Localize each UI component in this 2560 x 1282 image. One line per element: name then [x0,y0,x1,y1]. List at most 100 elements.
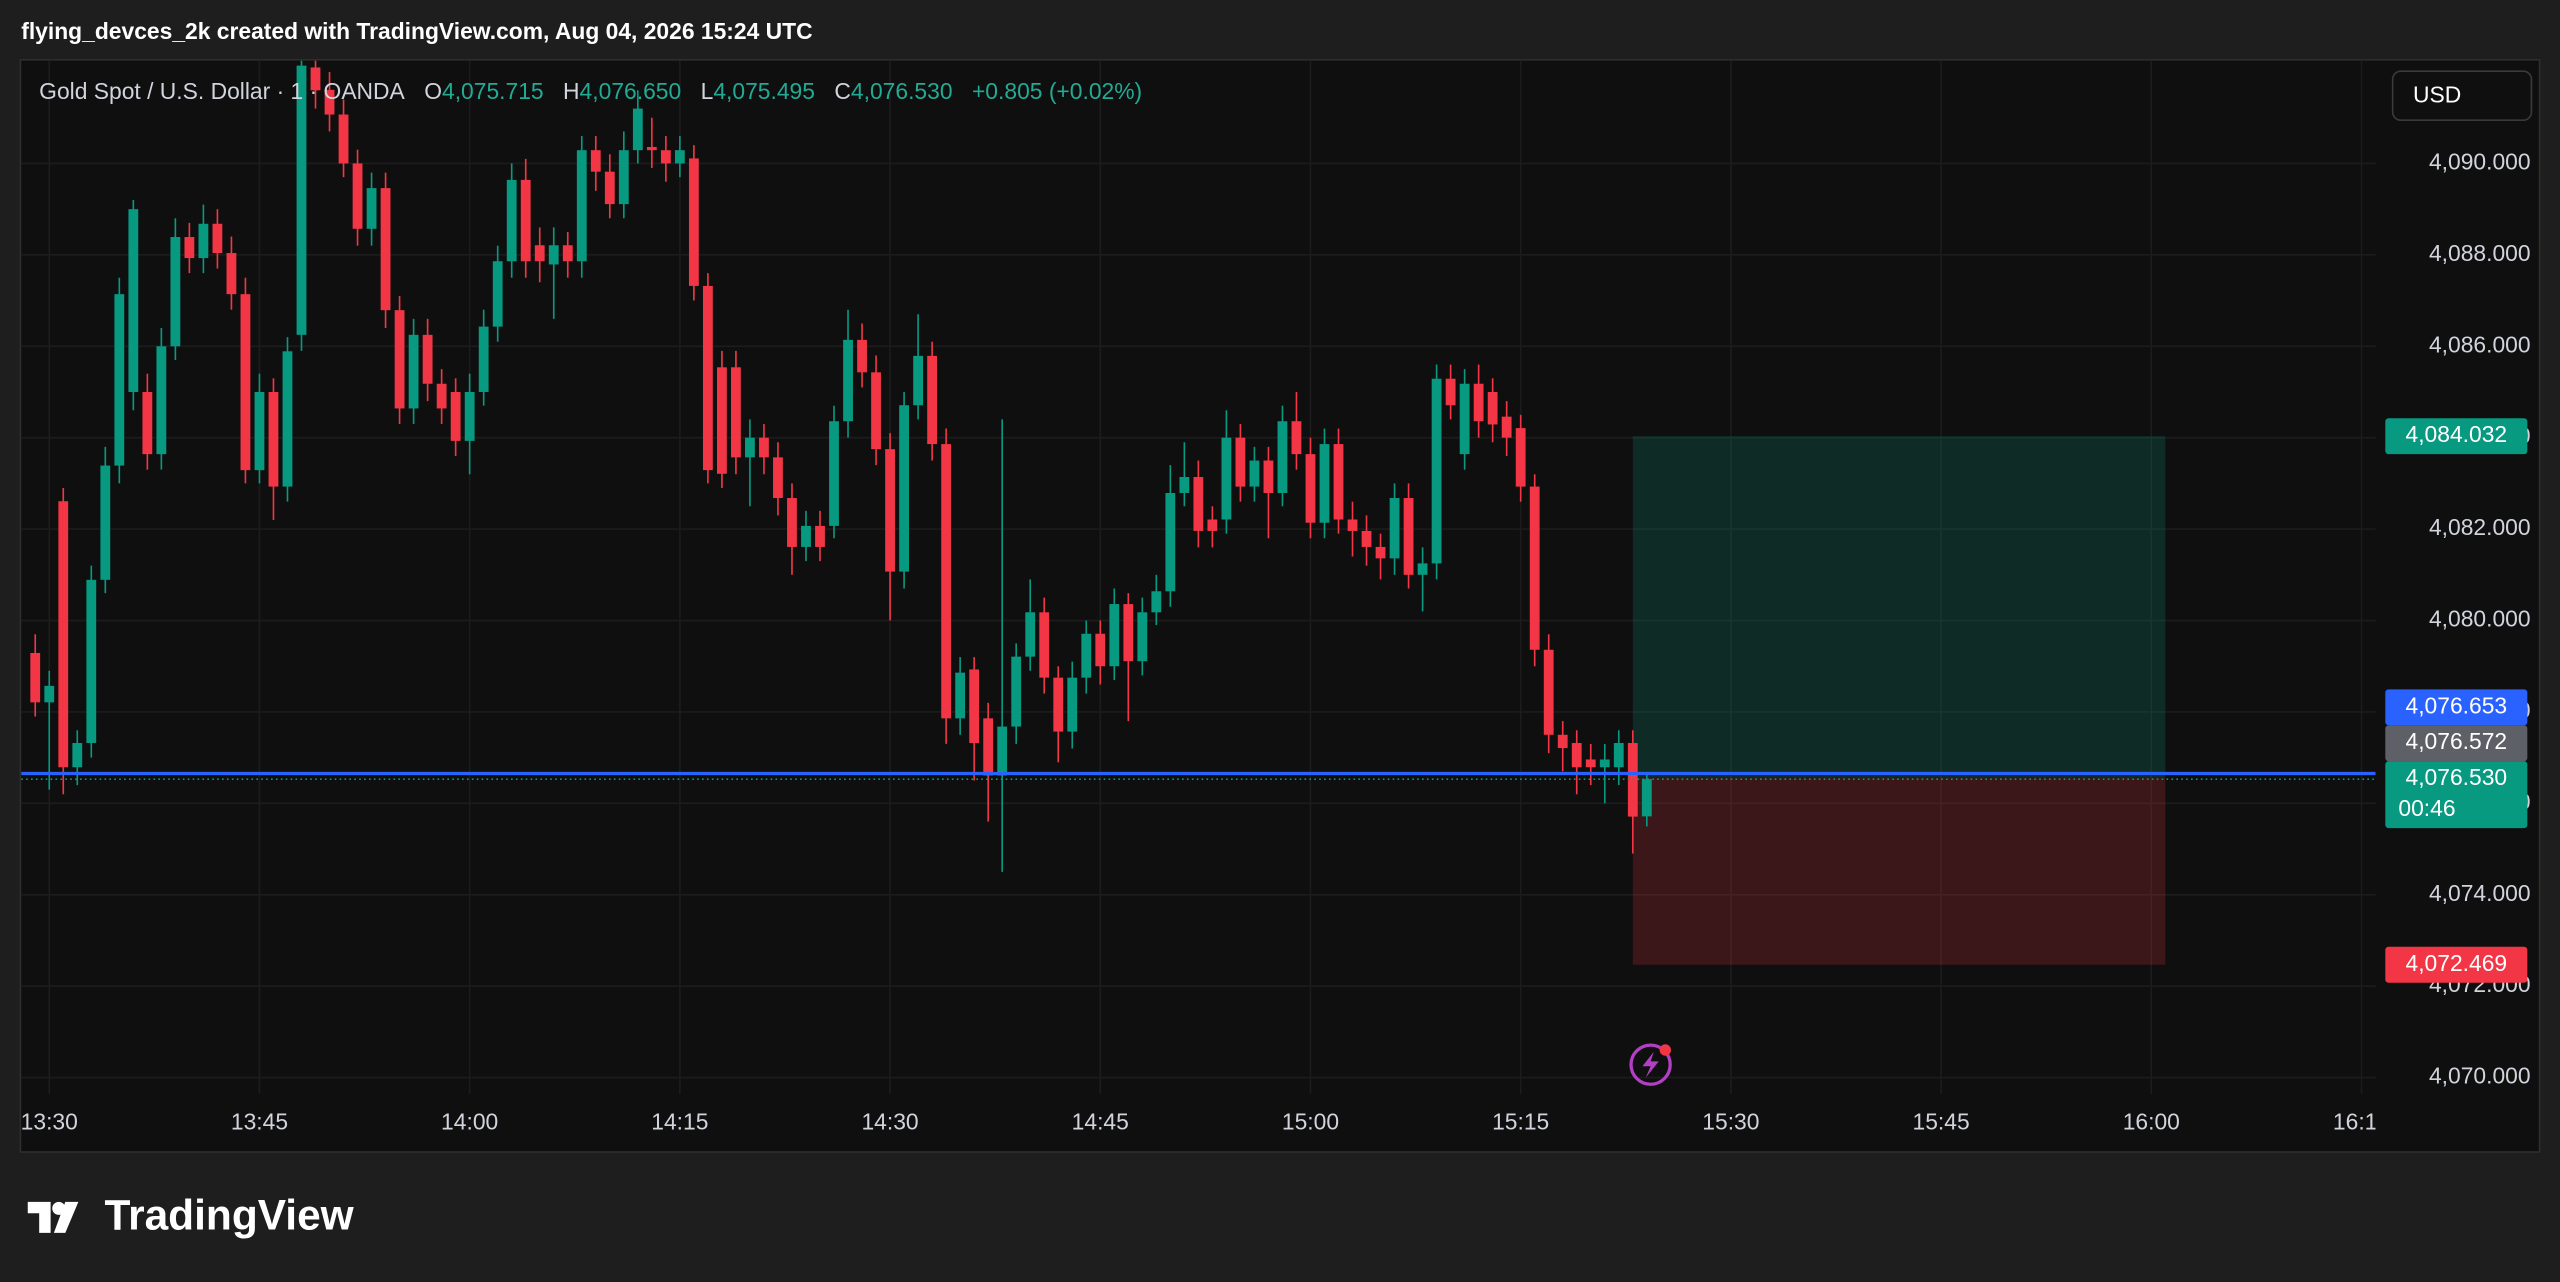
candle-body [1333,444,1344,520]
x-tick-label: 15:30 [1702,1108,1759,1134]
candle-body [1459,383,1470,455]
y-tick-label: 4,090.000 [2429,148,2531,174]
candle-body [30,652,41,703]
candle-body [562,245,573,262]
candle-body [1417,563,1428,575]
candle-body [72,743,83,768]
candle-body [520,179,531,262]
candle-body [688,158,699,286]
alert-circle[interactable] [1629,1043,1672,1086]
candle-body [534,245,545,262]
candle-body [857,339,867,373]
currency-button[interactable] [2391,70,2533,122]
y-tick-label: 4,086.000 [2429,331,2531,357]
x-tick-label: 13:45 [231,1108,288,1134]
candle-body [1067,677,1078,732]
candle-body [1641,779,1652,817]
candle-body [128,209,139,392]
candle-body [1053,677,1064,732]
candle-body [1193,476,1204,531]
candle-body [198,223,209,259]
candle-body [1501,416,1512,438]
x-tick-label: 15:00 [1282,1108,1339,1134]
candle-body [338,114,349,164]
candle-body [282,351,293,487]
candle-body [100,465,111,580]
candle-body [773,457,783,499]
candle-body [1319,444,1330,523]
candle-body [394,310,405,409]
candle-body [1221,437,1232,520]
legend-value: 4,076.530 [851,78,953,104]
x-tick-label: 14:15 [651,1108,708,1134]
alert-bolt[interactable] [1642,1051,1659,1078]
y-tick-label: 4,074.000 [2429,880,2531,906]
candle-body [114,294,125,466]
plot-area [21,60,2376,1095]
candle-body [955,672,966,719]
currency-label[interactable]: USD [2413,82,2461,108]
candle-body [801,525,811,547]
candle-body [156,346,167,455]
alert-icon[interactable] [1629,1043,1672,1086]
candle-body [731,367,741,458]
candle-body [632,108,643,151]
candle-body [212,223,223,254]
candle-body [380,188,391,311]
legend-key: L [701,78,714,104]
candle-body [142,391,153,455]
candle-body [296,65,307,335]
candle-body [702,285,713,471]
candle-body [226,253,237,295]
candle-body [983,718,994,776]
candle-body [885,449,895,572]
candle-body [1515,428,1526,487]
candle-body [1613,743,1624,768]
candle-body [1473,383,1484,422]
legend-value: 4,076.650 [580,78,682,104]
last-price-label: 4,076.530 [2406,764,2508,790]
candle-body [1557,734,1568,749]
x-tick-label: 16:15 [2333,1108,2390,1134]
candle-body [1389,498,1400,559]
position-profit-zone [1632,436,2166,778]
candle-body [506,179,517,262]
candle-body [660,150,671,164]
logo-icon [27,1201,79,1233]
candle-body [1165,492,1176,592]
last-price-label-bg [2385,761,2528,829]
candle-body [1599,759,1610,768]
candle-body [1095,633,1106,667]
legend-key: O [424,78,442,104]
candle-body [324,89,335,115]
candle-body [1291,421,1302,455]
candle-body [1109,604,1120,667]
symbol-title: Gold Spot / U.S. Dollar · 1 · OANDA [39,78,405,104]
x-tick-label: 14:00 [441,1108,498,1134]
candle-body [1025,612,1036,657]
candle-body [871,372,881,450]
x-axis: 13:30 13:45 14:00 14:15 14:30 14:45 15:00 15:15… [21,1108,2390,1134]
entry-label-bg [2385,725,2528,762]
logo: TradingView [27,1191,355,1238]
candle-body [170,237,181,347]
candle-body [1123,604,1134,662]
candle-body [1571,743,1582,768]
chart-panel [19,58,2541,1153]
y-tick-label: 4,070.000 [2429,1063,2531,1089]
candle-body [1039,612,1050,678]
candle-body [450,391,461,441]
alert-dot[interactable] [1659,1044,1672,1056]
candle-body [268,391,279,487]
target-label: 4,084.032 [2406,421,2508,447]
candle-body [254,391,265,471]
entry-label: 4,076.572 [2406,728,2508,754]
candle-body [1207,519,1218,531]
candle-body [1361,530,1372,547]
candle-body [717,367,727,474]
candle-body [1151,591,1162,613]
x-tick-label: 13:30 [21,1108,78,1134]
candle-body [576,150,587,262]
